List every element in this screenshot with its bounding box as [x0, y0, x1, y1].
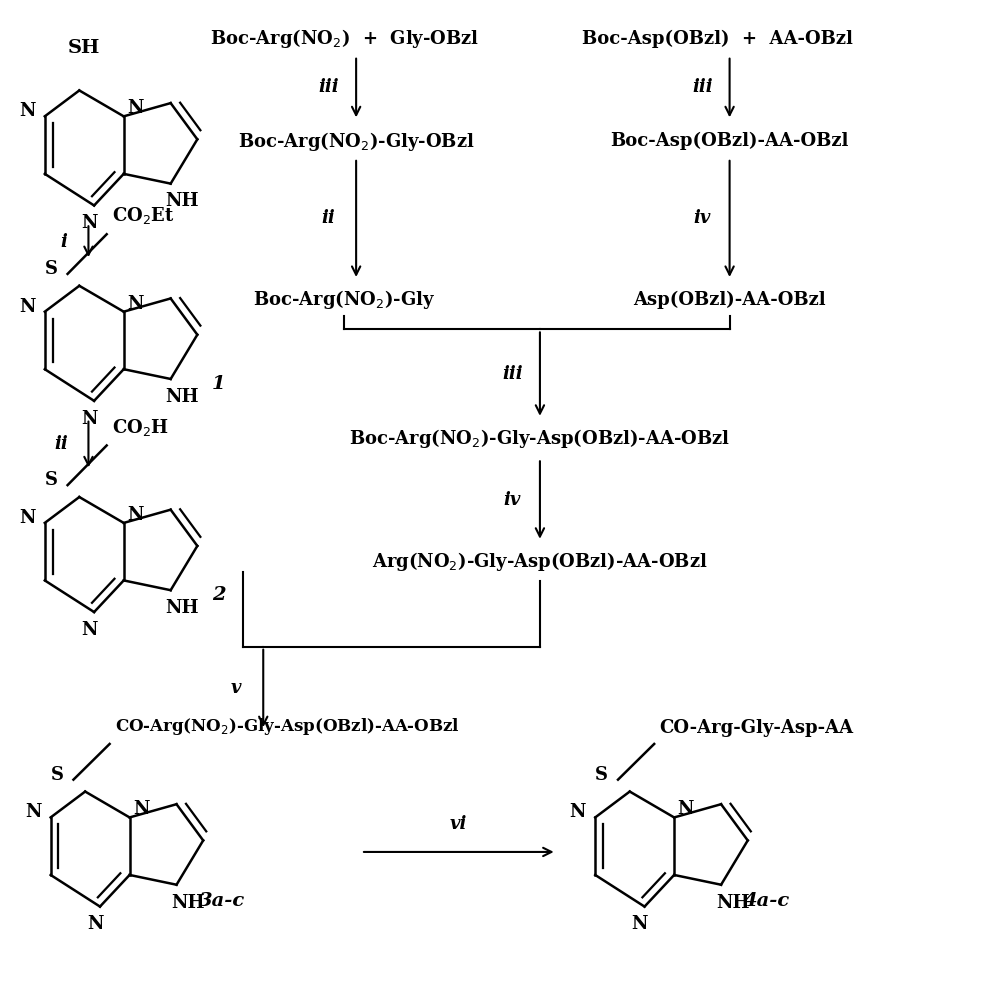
Text: ii: ii	[321, 209, 335, 227]
Text: N: N	[81, 410, 98, 428]
Text: NH: NH	[166, 388, 199, 406]
Text: v: v	[231, 679, 242, 697]
Text: S: S	[44, 471, 58, 489]
Text: iii: iii	[692, 78, 713, 96]
Text: CO-Arg(NO$_2$)-Gly-Asp(OBzl)-AA-OBzl: CO-Arg(NO$_2$)-Gly-Asp(OBzl)-AA-OBzl	[114, 716, 459, 737]
Text: Boc-Arg(NO$_2$)-Gly: Boc-Arg(NO$_2$)-Gly	[253, 288, 436, 311]
Text: N: N	[133, 800, 150, 818]
Text: N: N	[677, 800, 694, 818]
Text: Asp(OBzl)-AA-OBzl: Asp(OBzl)-AA-OBzl	[633, 291, 826, 309]
Text: SH: SH	[68, 39, 101, 57]
Text: vi: vi	[450, 815, 467, 833]
Text: i: i	[60, 233, 67, 251]
Text: N: N	[19, 509, 35, 527]
Text: 2: 2	[212, 586, 226, 604]
Text: NH: NH	[166, 599, 199, 617]
Text: S: S	[596, 766, 608, 784]
Text: NH: NH	[172, 894, 205, 912]
Text: Boc-Arg(NO$_2$)-Gly-OBzl: Boc-Arg(NO$_2$)-Gly-OBzl	[238, 130, 474, 153]
Text: CO$_2$H: CO$_2$H	[111, 417, 169, 438]
Text: iii: iii	[502, 365, 523, 383]
Text: 3a-c: 3a-c	[199, 892, 246, 910]
Text: CO$_2$Et: CO$_2$Et	[111, 205, 175, 226]
Text: 1: 1	[212, 375, 226, 393]
Text: N: N	[19, 102, 35, 120]
Text: N: N	[87, 915, 104, 933]
Text: N: N	[127, 295, 144, 313]
Text: N: N	[25, 803, 41, 821]
Text: N: N	[569, 803, 586, 821]
Text: iv: iv	[504, 491, 522, 509]
Text: NH: NH	[166, 192, 199, 210]
Text: CO-Arg-Gly-Asp-AA: CO-Arg-Gly-Asp-AA	[659, 719, 853, 737]
Text: Boc-Asp(OBzl)-AA-OBzl: Boc-Asp(OBzl)-AA-OBzl	[610, 132, 849, 150]
Text: N: N	[81, 621, 98, 639]
Text: Boc-Arg(NO$_2$)  +  Gly-OBzl: Boc-Arg(NO$_2$) + Gly-OBzl	[210, 27, 479, 50]
Text: iv: iv	[693, 209, 711, 227]
Text: Boc-Asp(OBzl)  +  AA-OBzl: Boc-Asp(OBzl) + AA-OBzl	[583, 30, 853, 48]
Text: N: N	[631, 915, 648, 933]
Text: 4a-c: 4a-c	[743, 892, 790, 910]
Text: N: N	[81, 214, 98, 232]
Text: N: N	[19, 298, 35, 316]
Text: S: S	[44, 260, 58, 278]
Text: iii: iii	[318, 78, 339, 96]
Text: Arg(NO$_2$)-Gly-Asp(OBzl)-AA-OBzl: Arg(NO$_2$)-Gly-Asp(OBzl)-AA-OBzl	[372, 550, 708, 573]
Text: S: S	[50, 766, 64, 784]
Text: N: N	[127, 506, 144, 524]
Text: Boc-Arg(NO$_2$)-Gly-Asp(OBzl)-AA-OBzl: Boc-Arg(NO$_2$)-Gly-Asp(OBzl)-AA-OBzl	[349, 427, 731, 450]
Text: NH: NH	[716, 894, 749, 912]
Text: N: N	[127, 99, 144, 117]
Text: ii: ii	[54, 435, 68, 453]
